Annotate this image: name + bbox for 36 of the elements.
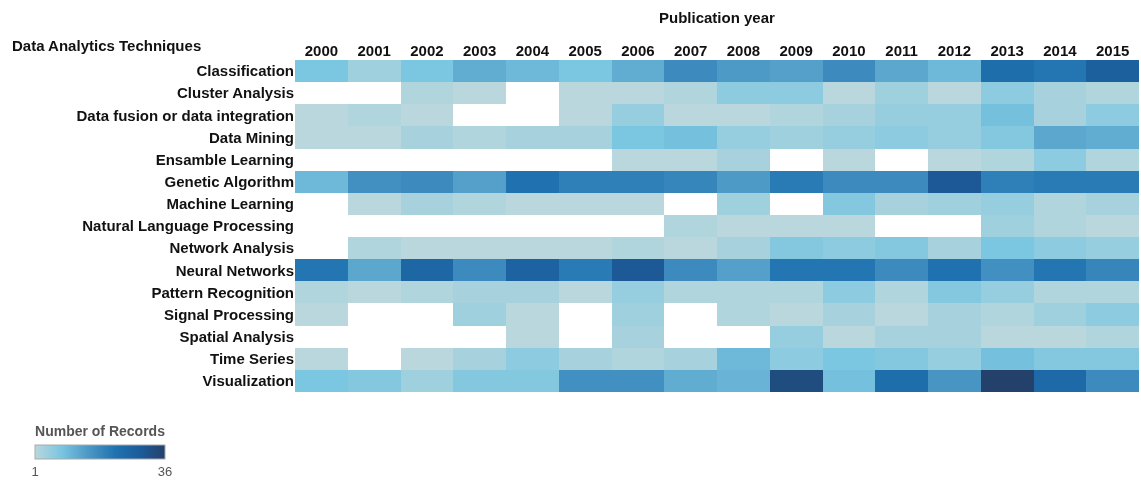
x-tick-label: 2009: [779, 42, 813, 59]
y-tick-label: Machine Learning: [166, 195, 294, 213]
y-tick-label: Natural Language Processing: [82, 217, 294, 235]
x-tick-label: 2002: [410, 42, 444, 59]
y-tick-label: Data Mining: [209, 128, 294, 146]
x-axis-title: Publication year: [659, 9, 776, 26]
color-bar-label: 1: [31, 463, 39, 479]
y-axis-title: Data Analytics Techniques: [12, 37, 202, 54]
x-tick-label: 2005: [568, 42, 602, 59]
y-tick-label: Ensamble Learning: [155, 150, 294, 168]
y-tick-label: Data fusion or data integration: [76, 106, 294, 124]
y-tick-label: Classification: [196, 62, 294, 80]
x-tick-label: 2008: [726, 42, 761, 59]
x-tick-label: 2011: [885, 42, 918, 59]
color-bar-title: Number of Records: [35, 423, 166, 440]
x-tick-label: 2000: [304, 42, 339, 59]
x-tick-label: 2012: [937, 42, 972, 59]
x-tick-label: 2004: [515, 42, 550, 59]
y-tick-label: Time Series: [210, 350, 294, 368]
x-tick-label: 2010: [832, 42, 866, 59]
y-tick-label: Visualization: [202, 372, 294, 390]
y-tick-label: Spatial Analysis: [179, 327, 294, 345]
y-tick-label: Network Analysis: [169, 239, 294, 257]
y-tick-label: Cluster Analysis: [177, 84, 294, 102]
color-bar-label: 36: [157, 463, 173, 479]
x-tick-label: 2007: [673, 42, 708, 59]
y-tick-label: Pattern Recognition: [151, 283, 294, 301]
x-tick-label: 2003: [462, 42, 497, 59]
y-tick-label: Genetic Algorithm: [164, 172, 294, 190]
x-tick-label: 2013: [990, 42, 1024, 59]
x-tick-label: 2015: [1095, 42, 1130, 59]
y-tick-label: Neural Networks: [175, 261, 294, 279]
x-tick-label: 2014: [1043, 42, 1078, 59]
x-tick-label: 2001: [357, 42, 391, 59]
y-tick-label: Signal Processing: [163, 305, 294, 323]
x-tick-label: 2006: [621, 42, 655, 59]
